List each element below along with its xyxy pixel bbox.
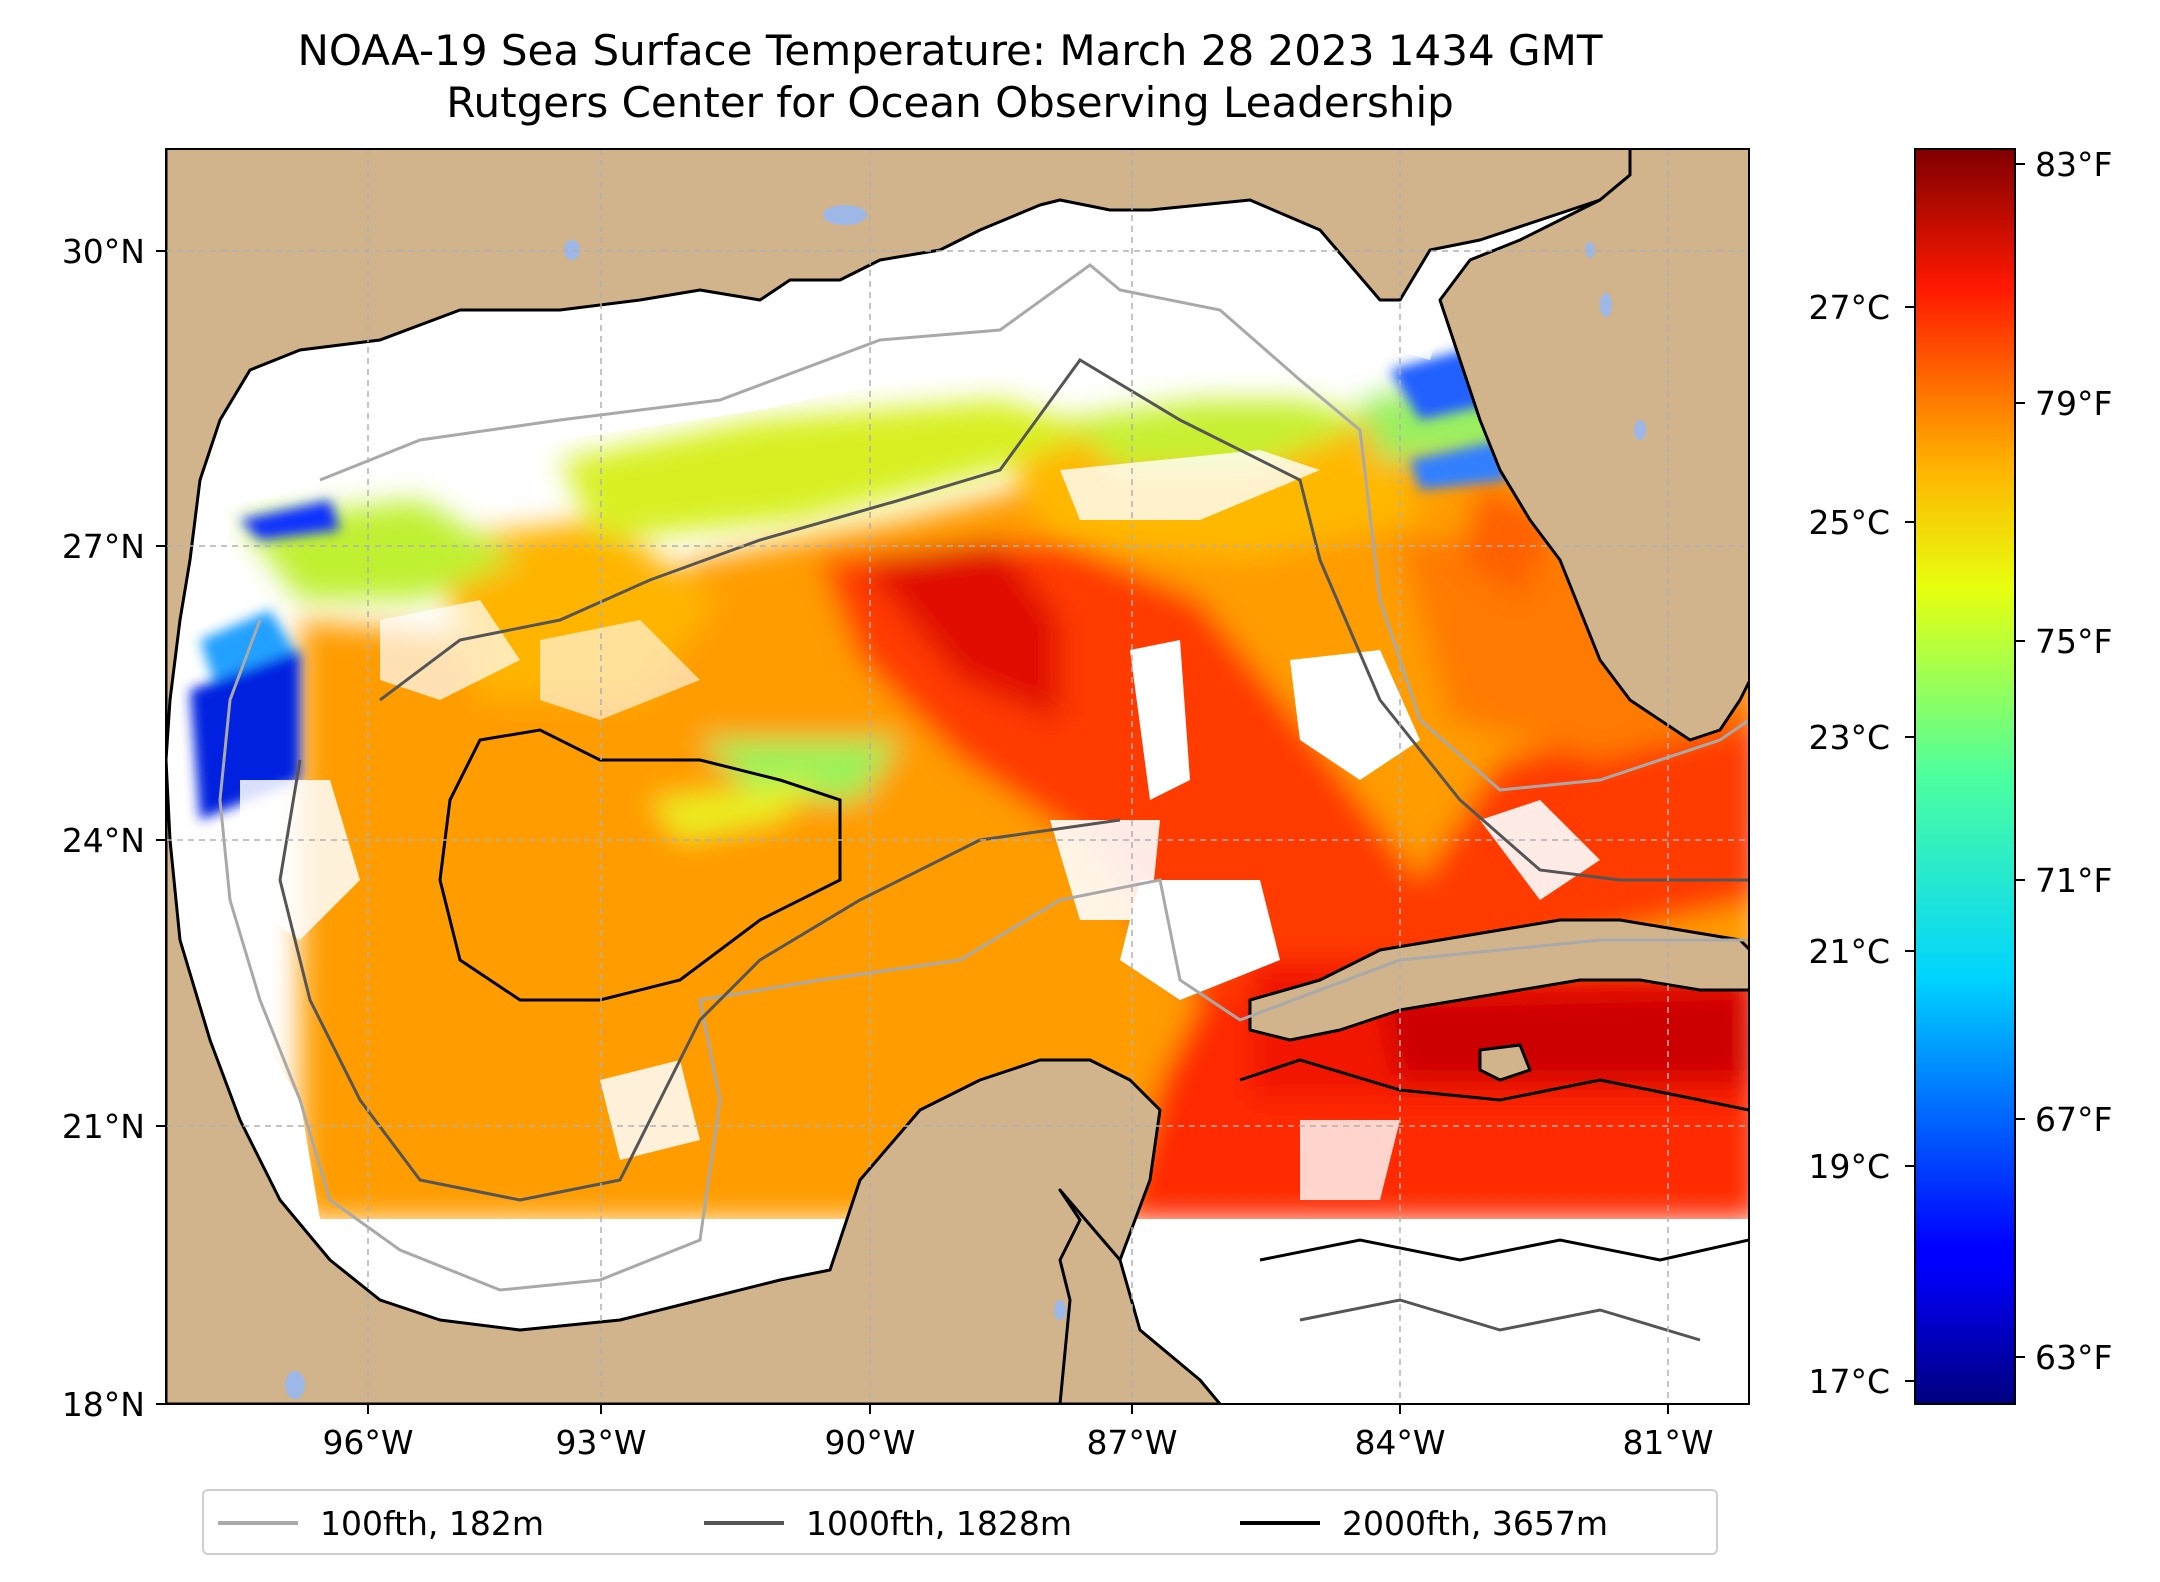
colorbar bbox=[1914, 148, 2016, 1405]
celsius-label-19: 19°C bbox=[1808, 1147, 1890, 1186]
inland-water bbox=[285, 205, 1646, 1399]
lat-label-24n: 24°N bbox=[62, 821, 145, 860]
lat-label-30n: 30°N bbox=[62, 232, 145, 271]
legend-line-100fth bbox=[218, 1521, 298, 1525]
map-frame bbox=[165, 148, 1750, 1405]
lon-label-96w: 96°W bbox=[322, 1423, 413, 1462]
legend-line-2000fth bbox=[1240, 1521, 1320, 1525]
bathymetry-contours bbox=[218, 263, 1749, 1342]
legend-label-1000fth: 1000fth, 1828m bbox=[806, 1503, 1072, 1543]
legend-line-1000fth bbox=[704, 1521, 784, 1525]
celsius-label-21: 21°C bbox=[1808, 932, 1890, 971]
legend-item-1000fth: 1000fth, 1828m bbox=[704, 1501, 1072, 1545]
fahrenheit-label-63: 63°F bbox=[2035, 1338, 2112, 1377]
celsius-label-25: 25°C bbox=[1808, 503, 1890, 542]
lon-label-93w: 93°W bbox=[555, 1423, 646, 1462]
legend-label-2000fth: 2000fth, 3657m bbox=[1342, 1503, 1608, 1543]
map-title: NOAA-19 Sea Surface Temperature: March 2… bbox=[297, 26, 1603, 75]
landmass bbox=[166, 149, 1749, 1404]
celsius-ticks bbox=[1905, 306, 1915, 1382]
lat-label-27n: 27°N bbox=[62, 527, 145, 566]
lat-label-21n: 21°N bbox=[62, 1107, 145, 1146]
celsius-label-27: 27°C bbox=[1808, 288, 1890, 327]
graticule bbox=[166, 149, 1749, 1404]
lon-label-81w: 81°W bbox=[1622, 1423, 1713, 1462]
legend-item-100fth: 100fth, 182m bbox=[218, 1501, 544, 1545]
sst-map: 30°N 27°N 24°N 21°N 18°N 96°W 93°W 90°W … bbox=[62, 145, 2113, 1462]
lat-label-18n: 18°N bbox=[62, 1385, 145, 1424]
fahrenheit-label-71: 71°F bbox=[2035, 861, 2112, 900]
fahrenheit-label-79: 79°F bbox=[2035, 384, 2112, 423]
celsius-label-17: 17°C bbox=[1808, 1362, 1890, 1401]
fahrenheit-label-83: 83°F bbox=[2035, 145, 2112, 184]
fahrenheit-ticks bbox=[2015, 163, 2025, 1358]
contour-legend: 100fth, 182m 1000fth, 1828m 2000fth, 365… bbox=[202, 1489, 1718, 1555]
map-subtitle: Rutgers Center for Ocean Observing Leade… bbox=[446, 78, 1454, 127]
fahrenheit-label-75: 75°F bbox=[2035, 622, 2112, 661]
lon-label-84w: 84°W bbox=[1354, 1423, 1445, 1462]
lon-label-87w: 87°W bbox=[1086, 1423, 1177, 1462]
legend-label-100fth: 100fth, 182m bbox=[320, 1503, 544, 1543]
legend-item-2000fth: 2000fth, 3657m bbox=[1240, 1501, 1608, 1545]
fahrenheit-label-67: 67°F bbox=[2035, 1100, 2112, 1139]
celsius-label-23: 23°C bbox=[1808, 718, 1890, 757]
lon-label-90w: 90°W bbox=[824, 1423, 915, 1462]
axis-ticks bbox=[156, 250, 1669, 1414]
